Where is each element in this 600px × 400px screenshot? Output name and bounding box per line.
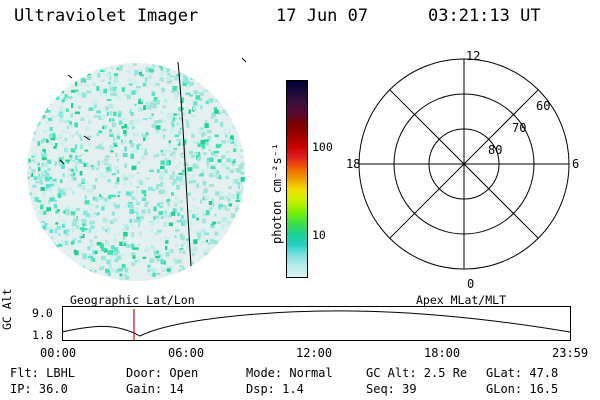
colorbar-tick-100: 100 bbox=[312, 140, 333, 154]
footer-mode: Mode: Normal bbox=[246, 366, 333, 380]
footer-seq: Seq: 39 bbox=[366, 382, 417, 396]
altitude-tick-low: 1.8 bbox=[32, 328, 53, 342]
time-tick-1200: 12:00 bbox=[296, 346, 333, 360]
mlt-label-18: 18 bbox=[346, 157, 360, 171]
earth-disc bbox=[27, 63, 245, 281]
time-tick-0000: 00:00 bbox=[40, 346, 77, 360]
lat-label-60: 60 bbox=[536, 99, 550, 113]
terminator-line bbox=[177, 61, 192, 267]
altitude-curve bbox=[62, 310, 571, 337]
colorbar bbox=[286, 80, 308, 278]
altitude-plot bbox=[62, 306, 571, 341]
apex-panel-label: Apex MLat/MLT bbox=[416, 293, 507, 307]
footer-dsp: Dsp: 1.4 bbox=[246, 382, 304, 396]
footer-gain: Gain: 14 bbox=[126, 382, 184, 396]
time-label: 03:21:13 UT bbox=[428, 6, 541, 26]
colorbar-tick-10: 10 bbox=[312, 228, 326, 242]
footer-glat: GLat: 47.8 bbox=[486, 366, 559, 380]
geographic-panel-label: Geographic Lat/Lon bbox=[70, 293, 195, 307]
altitude-axis-title: GC Alt bbox=[0, 288, 14, 330]
uv-image-panel bbox=[27, 57, 247, 281]
footer-gc-alt: GC Alt: 2.5 Re bbox=[366, 366, 468, 380]
footer-ip: IP: 36.0 bbox=[10, 382, 68, 396]
footer-glon: GLon: 16.5 bbox=[486, 382, 559, 396]
instrument-title: Ultraviolet Imager bbox=[14, 6, 199, 26]
time-tick-0600: 06:00 bbox=[168, 346, 205, 360]
coast-mark bbox=[67, 74, 73, 79]
coast-mark bbox=[59, 159, 65, 165]
date-label: 17 Jun 07 bbox=[276, 6, 369, 26]
polar-plot: 12 18 6 0 60 70 80 bbox=[346, 49, 579, 291]
coast-mark bbox=[83, 135, 91, 141]
altitude-tick-high: 9.0 bbox=[32, 306, 53, 320]
mlt-label-6: 6 bbox=[572, 157, 579, 171]
altitude-frame bbox=[62, 306, 571, 341]
footer-flt: Flt: LBHL bbox=[10, 366, 76, 380]
lat-label-80: 80 bbox=[488, 143, 502, 157]
mlt-label-0: 0 bbox=[467, 277, 474, 291]
colorbar-unit-label: photon cm⁻²s⁻¹ bbox=[270, 142, 284, 244]
lat-label-70: 70 bbox=[512, 121, 526, 135]
time-tick-2359: 23:59 bbox=[552, 346, 589, 360]
mlt-label-12: 12 bbox=[466, 49, 480, 63]
coast-mark bbox=[241, 57, 247, 63]
footer-door: Door: Open bbox=[126, 366, 199, 380]
time-tick-1800: 18:00 bbox=[424, 346, 461, 360]
